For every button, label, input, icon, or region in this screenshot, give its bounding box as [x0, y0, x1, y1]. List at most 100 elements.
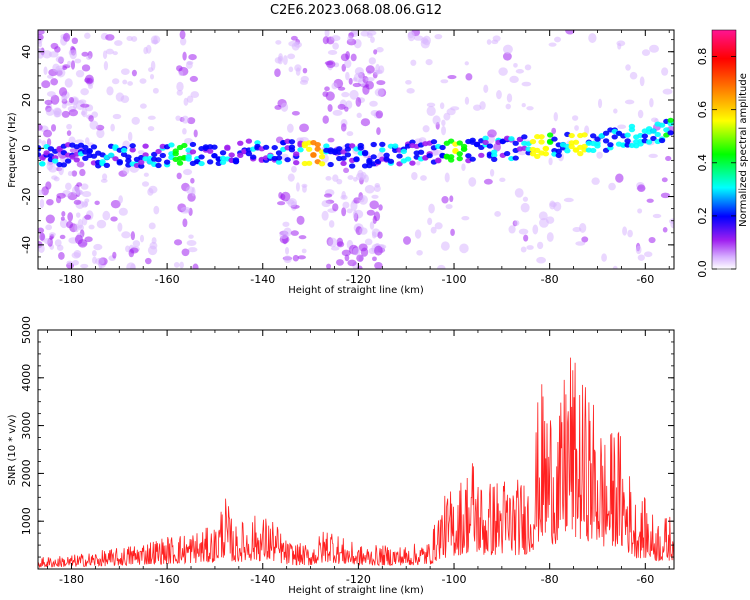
heatmap-speckle: [515, 69, 525, 74]
heatmap-cell: [404, 156, 412, 162]
y-tick-label: 40: [20, 45, 33, 59]
heatmap-speckle: [50, 94, 60, 105]
heatmap-speckle: [341, 191, 346, 199]
heatmap-cell: [293, 151, 300, 157]
heatmap-speckle: [274, 105, 282, 110]
heatmap-cell: [447, 138, 455, 144]
heatmap-speckle: [143, 172, 149, 177]
heatmap-speckle: [440, 79, 449, 84]
heatmap-speckle: [325, 176, 332, 181]
heatmap-cell: [56, 147, 63, 153]
heatmap-speckle: [425, 58, 433, 66]
heatmap-speckle: [526, 106, 534, 111]
heatmap-speckle: [439, 102, 445, 110]
heatmap-speckle: [96, 219, 107, 229]
heatmap-speckle: [532, 224, 539, 235]
heatmap-cell: [189, 141, 197, 148]
heatmap-cell: [129, 147, 136, 153]
heatmap-speckle: [565, 30, 575, 35]
heatmap-speckle: [420, 39, 430, 49]
colorbar-label: Normalized spectral amplitude: [738, 73, 749, 227]
heatmap-speckle: [117, 222, 123, 232]
heatmap-speckle: [139, 78, 147, 84]
heatmap-cell: [318, 161, 326, 167]
heatmap-speckle: [122, 79, 128, 85]
heatmap-cell: [142, 143, 149, 149]
heatmap-speckle: [59, 234, 66, 240]
heatmap-speckle: [665, 155, 672, 162]
heatmap-cell: [465, 153, 472, 159]
x-tick-label: -160: [155, 273, 180, 286]
heatmap-speckle: [56, 244, 64, 251]
heatmap-cell: [521, 134, 528, 140]
heatmap-speckle: [464, 96, 470, 105]
heatmap-speckle: [661, 67, 669, 76]
heatmap-speckle: [440, 241, 450, 251]
heatmap-speckle: [596, 151, 603, 159]
heatmap-cell: [456, 156, 463, 162]
heatmap-speckle: [371, 194, 379, 199]
heatmap-speckle: [88, 115, 94, 122]
heatmap-speckle: [58, 252, 65, 260]
heatmap-cell: [103, 162, 111, 168]
heatmap-cell: [568, 132, 575, 139]
heatmap-speckle: [127, 81, 133, 86]
heatmap-speckle: [38, 34, 44, 41]
heatmap-speckle: [287, 198, 298, 208]
heatmap-speckle: [499, 177, 506, 182]
heatmap-cell: [379, 141, 386, 147]
heatmap-speckle: [149, 73, 155, 80]
heatmap-speckle: [186, 95, 194, 103]
heatmap-speckle: [352, 82, 362, 88]
heatmap-cell: [508, 136, 515, 142]
heatmap-speckle: [84, 214, 92, 220]
heatmap-speckle: [192, 263, 199, 269]
heatmap-speckle: [114, 40, 123, 46]
heatmap-cell: [206, 148, 214, 154]
heatmap-speckle: [61, 103, 67, 109]
heatmap-cell: [288, 139, 296, 145]
heatmap-speckle: [405, 79, 412, 85]
heatmap-speckle: [73, 199, 82, 205]
heatmap-speckle: [132, 240, 141, 248]
heatmap-speckle: [365, 77, 375, 82]
heatmap-speckle: [68, 109, 79, 117]
heatmap-cell: [430, 139, 438, 145]
heatmap-speckle: [181, 115, 189, 124]
heatmap-cell: [340, 149, 347, 155]
heatmap-speckle: [182, 51, 187, 61]
heatmap-speckle: [291, 110, 300, 116]
heatmap-cell: [607, 142, 614, 148]
heatmap-speckle: [118, 207, 128, 216]
heatmap-speckle: [295, 182, 300, 192]
heatmap-cell: [396, 161, 403, 167]
heatmap-speckle: [76, 182, 83, 187]
heatmap-speckle: [274, 57, 282, 64]
heatmap-cell: [86, 147, 93, 154]
heatmap-speckle: [280, 193, 286, 201]
colorbar-bar: [711, 29, 737, 270]
heatmap-speckle: [465, 73, 473, 81]
heatmap-speckle: [360, 30, 370, 37]
heatmap-speckle: [340, 53, 349, 62]
heatmap-speckle: [45, 107, 55, 116]
heatmap-speckle: [191, 186, 196, 197]
heatmap-speckle: [81, 107, 88, 118]
heatmap-speckle: [652, 213, 662, 219]
heatmap-speckle: [38, 138, 42, 144]
heatmap-speckle: [337, 103, 346, 110]
heatmap-speckle: [58, 87, 68, 97]
heatmap-speckle: [347, 35, 353, 42]
heatmap-speckle: [110, 199, 121, 209]
heatmap-speckle: [416, 249, 423, 256]
heatmap-speckle: [483, 178, 493, 185]
heatmap-cell: [39, 161, 46, 167]
heatmap-cell: [486, 143, 494, 149]
heatmap-cell: [546, 132, 554, 138]
heatmap-speckle: [182, 128, 187, 135]
heatmap-speckle: [75, 212, 81, 218]
heatmap-speckle: [374, 261, 383, 269]
heatmap-speckle: [130, 231, 136, 241]
heatmap-speckle: [63, 32, 71, 42]
heatmap-cell: [181, 142, 188, 149]
